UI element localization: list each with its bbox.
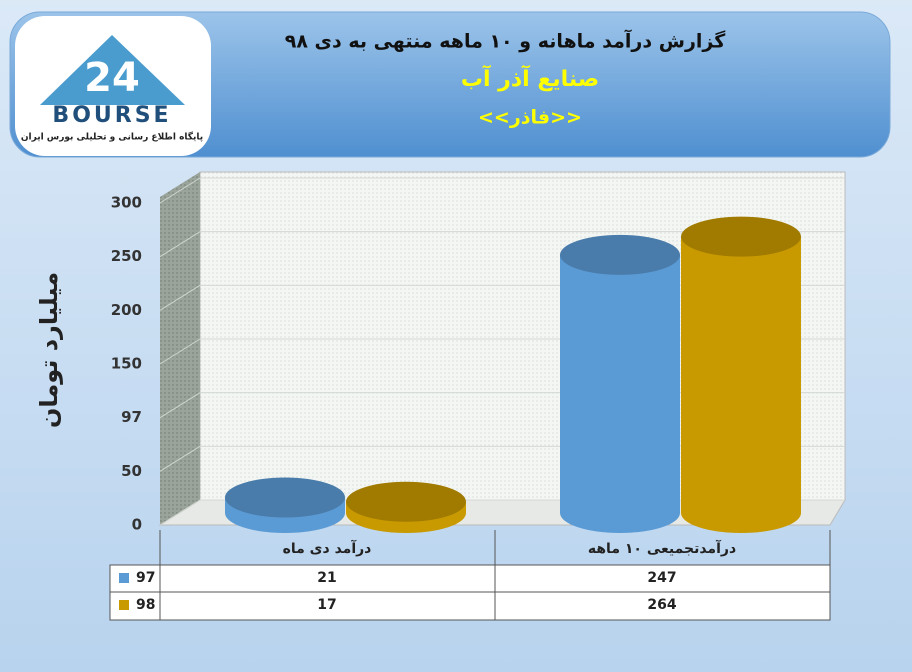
bar-top	[346, 481, 466, 522]
x-tick-label: درآمدتجمیعی ۱۰ ماهه	[588, 539, 736, 557]
y-tick-label: 150	[111, 355, 142, 373]
y-tick-label: 50	[121, 462, 142, 480]
chart-subtitle: صنایع آذر آب	[461, 64, 599, 92]
bar	[346, 481, 466, 533]
bar-body	[560, 254, 680, 534]
side-wall	[160, 172, 200, 525]
legend-label: 97	[136, 570, 155, 586]
grid-line	[159, 499, 201, 526]
y-tick-label: 250	[111, 247, 142, 265]
bar-top	[560, 234, 680, 275]
logo-brand: BOURSE	[52, 103, 171, 128]
bar-top	[225, 477, 345, 518]
grid-line	[159, 231, 201, 258]
table-value: 247	[647, 570, 676, 586]
legend-swatch	[119, 600, 129, 610]
y-tick-label: 200	[111, 301, 142, 319]
grid-line	[159, 445, 201, 472]
y-tick-label: 300	[111, 194, 142, 212]
legend-label: 98	[136, 597, 155, 613]
y-tick-label: 0	[132, 516, 142, 534]
grid-line	[159, 392, 201, 419]
data-table: درآمد دی ماه درآمدتجمیعی ۱۰ ماهه 97 21 247 98…	[109, 530, 831, 621]
grid-line	[159, 284, 201, 311]
bar	[681, 216, 801, 533]
bar	[225, 477, 345, 533]
table-value: 264	[647, 597, 676, 613]
bar-body	[681, 236, 801, 533]
y-tick-label: 97	[121, 408, 142, 426]
x-tick-label: درآمد دی ماه	[283, 539, 372, 557]
chart-symbol: <<فاذر>>	[478, 107, 582, 129]
logo-number: 24	[84, 55, 140, 101]
header-panel	[9, 11, 891, 158]
grid-line	[159, 338, 201, 365]
logo-triangle	[40, 35, 185, 105]
table-value: 17	[317, 597, 336, 613]
bar	[560, 234, 680, 534]
y-axis-label: میلیارد تومان	[35, 272, 63, 428]
table-value: 21	[317, 570, 336, 586]
grid-line	[159, 177, 201, 204]
bar-top	[681, 216, 801, 257]
legend-swatch	[119, 573, 129, 583]
chart-title: گزارش درآمد ماهانه و ۱۰ ماهه منتهی به دی…	[285, 29, 726, 53]
logo-caption: پایگاه اطلاع رسانی و تحلیلی بورس ایران	[21, 131, 203, 143]
